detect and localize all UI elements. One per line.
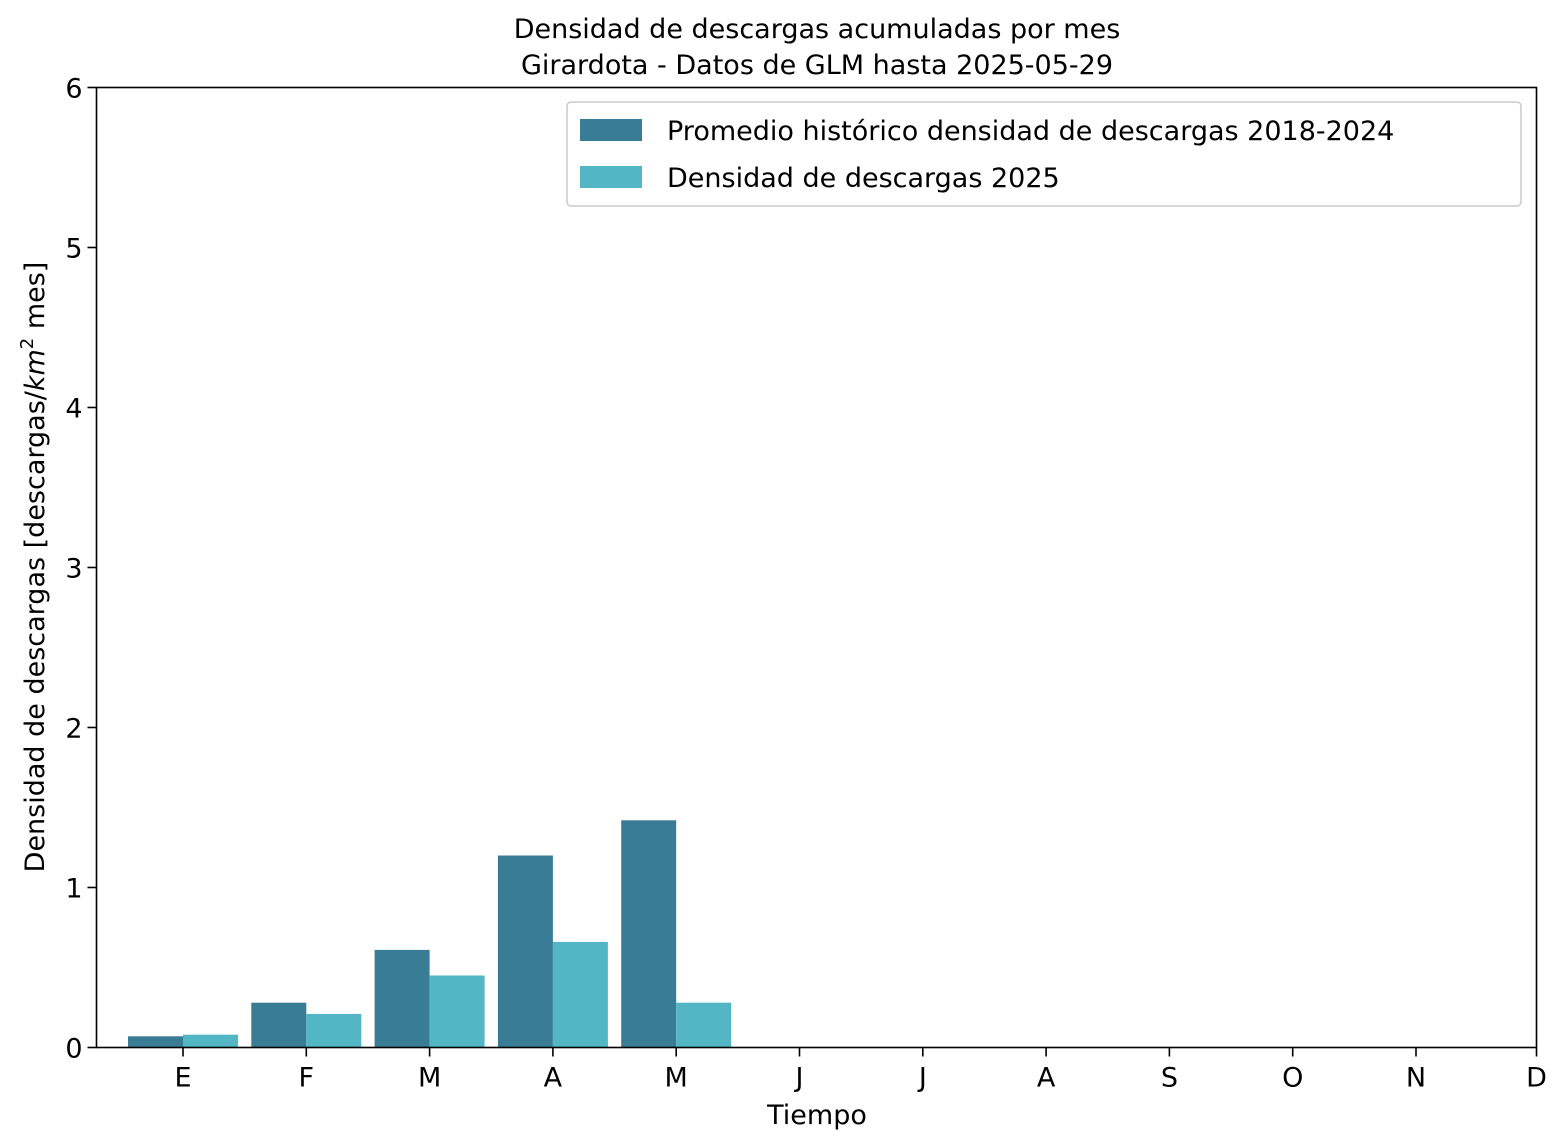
chart-title: Densidad de descargas acumuladas por mes <box>514 14 1121 45</box>
legend-label-2025: Densidad de descargas 2025 <box>667 163 1060 194</box>
bar-historic-3 <box>497 855 553 1048</box>
bar-historic-0 <box>128 1036 183 1048</box>
y-tick-label: 4 <box>65 394 82 425</box>
legend-swatch-2025 <box>580 166 642 188</box>
x-tick-label: S <box>1161 1063 1178 1094</box>
x-tick-label: N <box>1406 1063 1426 1094</box>
legend: Promedio histórico densidad de descargas… <box>566 101 1522 207</box>
y-axis-title: Densidad de descargas [descargas/km2 mes… <box>17 262 51 873</box>
y-tick-label: 5 <box>65 234 82 265</box>
x-tick-label: A <box>544 1063 563 1094</box>
x-tick-label: M <box>418 1063 441 1094</box>
y-tick-label: 6 <box>65 74 82 105</box>
x-tick-label: J <box>794 1063 804 1094</box>
bar-2025-4 <box>676 1002 732 1048</box>
legend-swatch-historic <box>580 119 642 141</box>
x-tick-label: F <box>299 1063 315 1094</box>
y-tick-label: 1 <box>65 874 82 905</box>
x-tick-label: A <box>1037 1063 1056 1094</box>
y-tick-label: 2 <box>65 714 82 745</box>
bar-2025-3 <box>552 941 608 1048</box>
legend-label-historic: Promedio histórico densidad de descargas… <box>667 116 1394 147</box>
y-axis: 0 1 2 3 4 5 6 <box>65 74 97 1065</box>
y-axis-title-unit: km <box>20 349 51 391</box>
y-axis-title-prefix: Densidad de descargas [descargas/ <box>20 390 51 872</box>
bar-2025-1 <box>306 1013 362 1048</box>
bar-historic-2 <box>374 949 430 1048</box>
y-tick-label: 0 <box>65 1034 82 1065</box>
x-tick-label: J <box>917 1063 927 1094</box>
y-axis-title-suffix: mes] <box>20 262 51 338</box>
bar-historic-4 <box>621 820 677 1048</box>
x-tick-label: O <box>1282 1063 1303 1094</box>
x-axis-title: Tiempo <box>766 1100 867 1131</box>
bar-historic-1 <box>251 1002 307 1048</box>
x-tick-label: E <box>174 1063 191 1094</box>
bars-layer <box>128 820 732 1048</box>
y-tick-label: 3 <box>65 554 82 585</box>
y-axis-title-exponent: 2 <box>17 338 38 349</box>
x-tick-label: D <box>1526 1063 1547 1094</box>
x-tick-label: M <box>665 1063 688 1094</box>
chart-subtitle: Girardota - Datos de GLM hasta 2025-05-2… <box>521 50 1113 81</box>
bar-2025-0 <box>183 1034 238 1048</box>
legend-box <box>566 101 1522 207</box>
bar-2025-2 <box>429 975 485 1048</box>
